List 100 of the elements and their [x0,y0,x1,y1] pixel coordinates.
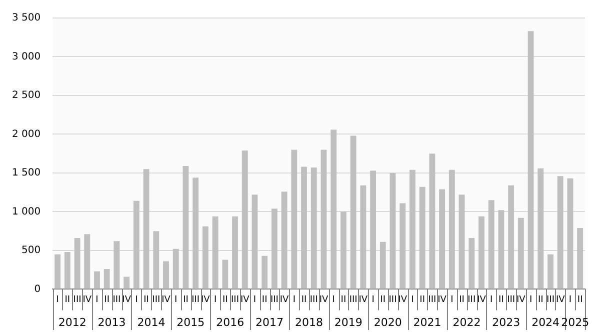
bar [567,178,574,289]
bar [64,252,70,289]
bar [133,200,140,289]
x-tick-label: IV [122,294,132,305]
bar [360,185,366,289]
bar [84,234,90,289]
bar [192,178,199,289]
x-tick-label: I [332,294,335,305]
x-tick-label: II [104,294,110,305]
bar [330,130,337,289]
text: 2020 [374,316,402,330]
bar [370,170,376,289]
y-tick-label: 1 500 [12,168,41,179]
y-tick-label: 500 [22,245,41,256]
x-tick-label: I [490,294,493,305]
bar [252,194,258,289]
y-tick-label: 0 [34,284,41,295]
bar [518,218,524,289]
x-tick-label: II [459,294,464,305]
x-tick-label: I [568,294,572,305]
x-tick-label: I [253,294,256,305]
x-tick-label: I [135,294,138,305]
x-tick-label: II [498,294,504,305]
x-tick-label: II [577,294,583,305]
bar [498,210,504,289]
x-tick-label: IV [319,294,329,305]
x-tick-label: III [388,294,397,305]
text: 2025 [561,316,590,330]
bar [478,216,484,289]
y-tick-label: 1 000 [12,206,41,218]
x-tick-label: I [529,294,532,305]
bar [104,269,110,289]
x-tick-label: IV [516,294,526,305]
bar [548,254,554,289]
text: 2022 [452,316,481,330]
bar [202,226,208,289]
bar [340,212,346,289]
bar [439,189,446,289]
x-tick-label: II [538,294,544,305]
text: 2019 [334,316,362,330]
bar [222,260,228,289]
bar [54,254,61,289]
bar [508,185,514,289]
y-tick-label: 2 000 [12,128,41,140]
text: 2015 [176,316,205,330]
x-tick-label: IV [162,294,172,305]
bar [153,231,160,289]
bar [143,169,150,289]
x-tick-label: III [310,294,318,305]
x-tick-label: II [262,294,268,305]
x-tick-label: II [301,294,307,305]
x-tick-label: II [420,294,425,305]
x-tick-label: I [450,294,454,305]
x-tick-label: III [428,294,436,305]
bar [380,242,386,289]
bar [182,166,189,289]
bar [448,170,455,289]
y-tick-label: 2 500 [12,90,41,102]
x-tick-label: I [214,294,217,305]
x-tick-label: I [292,294,296,305]
bar [242,150,248,289]
bar [212,216,218,289]
bar [310,168,317,289]
x-tick-label: I [56,294,59,305]
x-tick-label: IV [82,294,92,305]
bar [390,172,396,289]
x-tick-label: III [192,294,200,305]
bar [262,256,268,289]
bar [163,261,169,289]
x-tick-label: III [468,294,476,305]
bar [124,276,130,289]
bar [320,150,327,289]
x-tick-label: III [546,294,554,305]
x-tick-label: III [73,294,82,305]
bar [528,31,534,289]
bar [429,154,436,289]
x-tick-label: III [112,294,121,305]
x-tick-label: IV [240,294,250,305]
bar [419,186,426,289]
bar [74,238,80,289]
bar [232,216,238,289]
x-tick-label: III [152,294,160,305]
x-tick-label: IV [280,294,290,305]
text: 2012 [58,316,86,330]
bar [577,228,584,289]
bar [557,176,564,289]
text: 2018 [294,316,323,330]
x-tick-label: IV [398,294,408,305]
bar [172,248,179,289]
x-tick-label: III [507,294,516,305]
x-tick-label: I [174,294,178,305]
bar [488,200,494,289]
x-tick-label: II [64,294,70,305]
bar [271,208,278,289]
x-tick-label: III [231,294,239,305]
x-tick-label: II [380,294,386,305]
x-tick-label: IV [201,294,211,305]
bar [281,192,288,289]
bar [538,168,544,289]
x-tick-label: III [349,294,358,305]
